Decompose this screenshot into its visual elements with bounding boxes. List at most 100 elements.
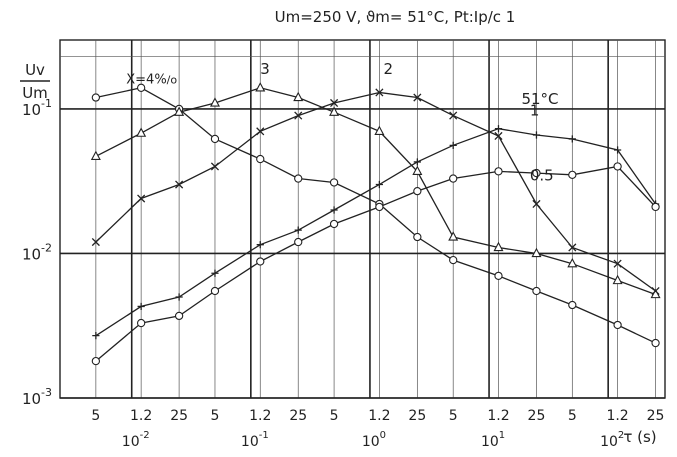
data-point — [330, 206, 338, 214]
data-point — [493, 241, 504, 252]
data-point — [412, 165, 423, 176]
series-label: 2 — [384, 60, 394, 78]
data-point — [174, 311, 184, 321]
data-point — [90, 150, 101, 160]
series-label: 3 — [260, 60, 270, 78]
series-label: X=4%/o — [126, 73, 177, 88]
x-tick-label: 5 — [449, 408, 458, 424]
series-label: 1 — [530, 102, 540, 120]
data-point — [209, 97, 220, 107]
data-point — [413, 186, 422, 196]
series-layer: X=4%/o 3 2 1 0.5 — [90, 60, 661, 366]
data-point — [294, 174, 303, 183]
y-tick-label: 10-2 — [22, 241, 52, 263]
data-point — [532, 286, 541, 296]
data-point — [532, 168, 541, 178]
data-point — [137, 194, 146, 203]
data-point — [256, 127, 265, 136]
data-point — [568, 300, 577, 310]
data-point — [494, 271, 503, 281]
x-tick-label: 1.2 — [130, 408, 152, 424]
data-point — [294, 111, 303, 120]
data-point — [449, 174, 458, 183]
x-tick-label: 25 — [289, 408, 307, 424]
data-point — [175, 293, 183, 301]
x-tick-label: 25 — [647, 408, 665, 424]
data-point — [255, 82, 266, 92]
data-point — [449, 111, 458, 120]
data-point — [137, 302, 145, 311]
series-1: 3 — [90, 60, 661, 299]
data-point — [256, 154, 265, 164]
series-label: 0.5 — [530, 166, 554, 184]
data-point — [136, 127, 147, 137]
data-point — [91, 237, 100, 247]
x-tick-label: 5 — [330, 408, 339, 424]
data-point — [136, 318, 146, 328]
x-decade-label: 101 — [481, 430, 505, 450]
data-point — [294, 237, 303, 247]
x-tick-label: 5 — [211, 408, 220, 424]
data-point — [651, 286, 660, 296]
series-4: 0.5 — [91, 162, 660, 366]
data-point — [651, 338, 660, 348]
data-point — [91, 356, 101, 366]
data-point — [568, 243, 577, 252]
y-axis-label: Uv Um — [20, 61, 50, 102]
data-point — [568, 135, 576, 143]
y-axis-label-numerator: Uv — [25, 61, 45, 79]
data-point — [294, 226, 302, 234]
series-2: 2 — [91, 60, 660, 296]
data-point — [494, 125, 503, 133]
x-decade-label: 10-1 — [241, 430, 269, 450]
data-point — [174, 106, 185, 116]
data-point — [256, 257, 265, 266]
y-tick-labels: 10-1 10-2 10-3 — [22, 97, 52, 408]
y-tick-label: 10-1 — [22, 97, 52, 119]
data-point — [375, 88, 384, 97]
x-tick-label: 1.2 — [606, 408, 628, 424]
data-point — [531, 247, 542, 258]
x-tick-label: 1.2 — [249, 408, 271, 424]
data-point — [374, 125, 385, 135]
x-tick-label: 1.2 — [368, 408, 390, 424]
data-point — [329, 219, 339, 229]
data-point — [449, 255, 458, 265]
data-point — [532, 131, 541, 139]
temperature-annotation: 51°C — [521, 90, 558, 108]
data-point — [613, 162, 622, 171]
data-point — [256, 241, 264, 249]
x-tick-label: 5 — [91, 408, 100, 424]
data-point — [494, 131, 503, 141]
data-point — [329, 178, 339, 187]
x-tick-label: 1.2 — [487, 408, 509, 424]
data-point — [211, 269, 219, 277]
y-axis-label-denominator: Um — [22, 84, 48, 102]
x-decade-label: 100 — [362, 430, 386, 450]
x-tick-labels: 5 1.2 25 5 1.2 25 5 1.2 25 5 1.2 25 5 1.2 25 10-2 10-1 10… — [91, 408, 664, 450]
x-decade-label: 10-2 — [122, 430, 150, 450]
data-point — [568, 170, 577, 179]
x-tick-label: 25 — [170, 408, 188, 424]
data-point — [375, 202, 384, 212]
data-point — [413, 93, 422, 102]
data-point — [92, 332, 100, 340]
data-point — [210, 162, 220, 171]
data-point — [175, 180, 184, 189]
data-point — [651, 202, 660, 212]
x-tick-label: 25 — [408, 408, 426, 424]
data-point — [494, 167, 503, 176]
data-point — [613, 320, 622, 330]
plot-grid — [59, 39, 666, 399]
data-point — [567, 257, 578, 268]
data-point — [413, 158, 421, 166]
data-point — [532, 199, 541, 209]
data-point — [330, 98, 339, 108]
data-point — [448, 231, 459, 241]
data-point — [210, 134, 220, 144]
data-point — [329, 106, 340, 116]
series-3: 1 — [92, 102, 660, 340]
y-tick-label: 10-3 — [22, 386, 52, 408]
data-point — [136, 83, 146, 92]
